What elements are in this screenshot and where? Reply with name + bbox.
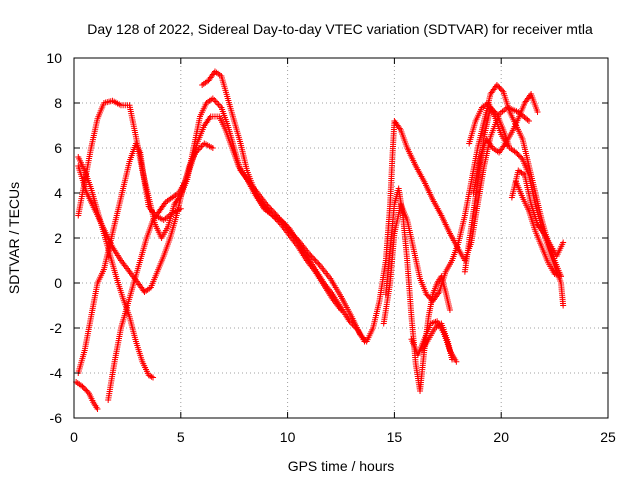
data-point bbox=[309, 254, 316, 261]
series-track-5 bbox=[75, 140, 184, 376]
x-tick-label: 20 bbox=[493, 429, 509, 445]
data-point bbox=[209, 145, 216, 151]
series-track-14 bbox=[466, 100, 511, 149]
axis-ticks: 0 5 10 15 20 25 -6 -4 -2 0 2 4 6 8 10 bbox=[46, 50, 616, 445]
data-point bbox=[150, 374, 157, 381]
series-track-3 bbox=[75, 140, 216, 295]
x-axis-label: GPS time / hours bbox=[288, 458, 395, 474]
x-tick-label: 10 bbox=[280, 429, 296, 445]
data-point bbox=[94, 406, 101, 412]
data-point bbox=[560, 239, 567, 246]
data-point bbox=[211, 97, 218, 103]
data-point bbox=[446, 307, 453, 313]
series-track-2 bbox=[75, 154, 157, 381]
data-point bbox=[426, 293, 433, 300]
y-tick-label: 10 bbox=[46, 50, 62, 66]
x-tick-label: 25 bbox=[600, 429, 616, 445]
y-tick-label: 6 bbox=[54, 140, 62, 156]
data-point bbox=[504, 142, 511, 149]
data-point bbox=[82, 386, 89, 393]
y-tick-label: -2 bbox=[50, 320, 63, 336]
series-track-8 bbox=[382, 185, 453, 394]
chart-title: Day 128 of 2022, Sidereal Day-to-day VTE… bbox=[87, 21, 593, 37]
data-point bbox=[148, 373, 155, 380]
data-point bbox=[423, 291, 430, 298]
y-tick-label: -4 bbox=[50, 365, 63, 381]
data-point bbox=[312, 257, 319, 264]
data-point bbox=[493, 82, 500, 88]
data-point bbox=[518, 154, 525, 161]
data-point bbox=[525, 118, 532, 124]
series-track-15 bbox=[508, 167, 567, 259]
data-point bbox=[424, 292, 431, 299]
data-point bbox=[453, 358, 460, 365]
data-point bbox=[80, 384, 87, 391]
data-point bbox=[513, 149, 520, 156]
x-tick-label: 15 bbox=[387, 429, 403, 445]
data-point bbox=[84, 388, 91, 395]
data-point bbox=[496, 84, 503, 91]
y-axis-label: SDTVAR / TECUs bbox=[6, 182, 22, 294]
data-point bbox=[516, 153, 523, 160]
data-point bbox=[361, 338, 368, 345]
data-point bbox=[515, 152, 522, 159]
data-point bbox=[497, 86, 504, 93]
series-track-16 bbox=[513, 178, 565, 280]
y-tick-label: 2 bbox=[54, 230, 62, 246]
grid bbox=[74, 58, 608, 418]
series-track-4 bbox=[73, 379, 101, 412]
data-point bbox=[79, 383, 86, 390]
data-point bbox=[313, 259, 320, 266]
data-point bbox=[83, 387, 90, 394]
y-tick-label: 0 bbox=[54, 275, 62, 291]
data-point bbox=[315, 260, 322, 267]
data-point bbox=[499, 87, 506, 94]
y-tick-label: -6 bbox=[50, 410, 63, 426]
data-point bbox=[449, 356, 456, 363]
data-point bbox=[214, 100, 221, 106]
data-point bbox=[514, 150, 521, 157]
data-point bbox=[177, 205, 184, 212]
data-point bbox=[560, 302, 567, 309]
y-tick-label: 4 bbox=[54, 185, 62, 201]
x-tick-label: 0 bbox=[70, 429, 78, 445]
data-point bbox=[338, 307, 344, 313]
plot-area bbox=[73, 68, 567, 412]
data-point bbox=[534, 109, 541, 115]
data-point bbox=[215, 101, 222, 108]
x-tick-label: 5 bbox=[177, 429, 185, 445]
y-tick-label: 8 bbox=[54, 95, 62, 111]
data-point bbox=[311, 256, 318, 263]
data-point bbox=[308, 253, 315, 260]
data-point bbox=[558, 273, 565, 280]
series-track-11 bbox=[419, 320, 456, 363]
data-point bbox=[495, 83, 502, 90]
series-track-7 bbox=[199, 68, 344, 313]
series-track-13 bbox=[470, 91, 541, 196]
data-point bbox=[197, 145, 204, 151]
